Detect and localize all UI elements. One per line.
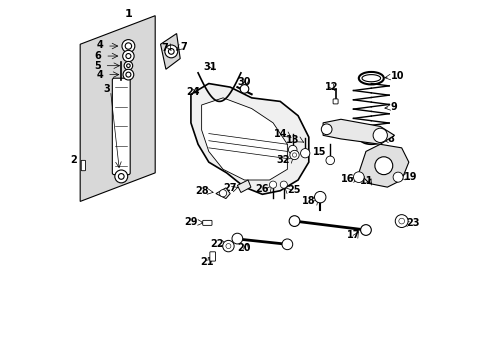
Circle shape [231, 233, 242, 244]
FancyBboxPatch shape [203, 220, 212, 225]
Circle shape [164, 45, 177, 58]
Polygon shape [160, 33, 180, 69]
Circle shape [122, 40, 135, 53]
Text: 22: 22 [210, 239, 224, 249]
Circle shape [392, 172, 402, 182]
Polygon shape [201, 98, 287, 180]
Text: 24: 24 [185, 87, 199, 98]
Circle shape [289, 150, 299, 159]
Text: 7: 7 [180, 42, 186, 52]
Polygon shape [80, 16, 155, 202]
Circle shape [288, 216, 299, 226]
Circle shape [124, 62, 132, 70]
Text: 28: 28 [195, 186, 208, 197]
Circle shape [168, 49, 174, 54]
Text: 11: 11 [360, 176, 373, 186]
Text: 29: 29 [184, 217, 198, 227]
Circle shape [353, 172, 364, 183]
Circle shape [292, 153, 296, 157]
Text: 1: 1 [124, 9, 132, 19]
Text: 13: 13 [286, 135, 299, 145]
Text: 10: 10 [390, 71, 404, 81]
Text: 4: 4 [96, 69, 103, 80]
Text: 16: 16 [340, 174, 354, 184]
Text: 9: 9 [390, 102, 397, 112]
Text: 25: 25 [287, 185, 300, 195]
Circle shape [240, 85, 248, 93]
Circle shape [282, 239, 292, 249]
Text: 14: 14 [273, 129, 287, 139]
Circle shape [126, 64, 130, 67]
Circle shape [360, 225, 370, 235]
FancyBboxPatch shape [332, 99, 337, 104]
Text: 8: 8 [386, 134, 393, 144]
Circle shape [394, 215, 407, 228]
Polygon shape [323, 119, 394, 144]
Text: 4: 4 [96, 40, 103, 50]
Text: 18: 18 [302, 197, 315, 206]
Circle shape [118, 174, 124, 179]
FancyBboxPatch shape [112, 78, 130, 175]
Circle shape [115, 170, 127, 183]
Circle shape [325, 156, 334, 165]
Polygon shape [358, 144, 408, 187]
Polygon shape [216, 188, 230, 199]
Text: 6: 6 [94, 51, 101, 61]
Circle shape [288, 145, 296, 154]
Circle shape [125, 43, 131, 49]
Circle shape [125, 54, 131, 59]
Text: 7: 7 [161, 43, 167, 53]
Text: 12: 12 [325, 82, 338, 92]
Circle shape [122, 50, 134, 62]
FancyBboxPatch shape [209, 252, 215, 261]
Circle shape [372, 128, 386, 143]
Text: 30: 30 [237, 77, 251, 87]
Text: 3: 3 [103, 84, 110, 94]
Circle shape [398, 218, 404, 224]
Text: 26: 26 [255, 184, 268, 194]
Polygon shape [190, 84, 308, 194]
Circle shape [374, 157, 392, 175]
Circle shape [219, 190, 226, 197]
Text: 17: 17 [346, 230, 360, 240]
Circle shape [321, 124, 331, 135]
Text: 20: 20 [237, 243, 251, 253]
Text: 31: 31 [203, 63, 217, 72]
Text: 21: 21 [200, 257, 213, 267]
Text: 5: 5 [94, 61, 101, 71]
Circle shape [280, 181, 287, 188]
Circle shape [222, 240, 234, 252]
Circle shape [123, 69, 134, 80]
Circle shape [125, 72, 131, 77]
Text: 15: 15 [312, 147, 326, 157]
FancyBboxPatch shape [81, 160, 85, 171]
Text: 32: 32 [276, 156, 290, 165]
Circle shape [225, 244, 230, 249]
Polygon shape [237, 180, 250, 193]
Text: 2: 2 [70, 156, 77, 165]
Text: 27: 27 [223, 183, 236, 193]
Circle shape [300, 149, 309, 158]
Circle shape [314, 192, 325, 203]
Text: 23: 23 [405, 218, 419, 228]
Text: 19: 19 [403, 172, 416, 182]
Circle shape [269, 181, 276, 188]
